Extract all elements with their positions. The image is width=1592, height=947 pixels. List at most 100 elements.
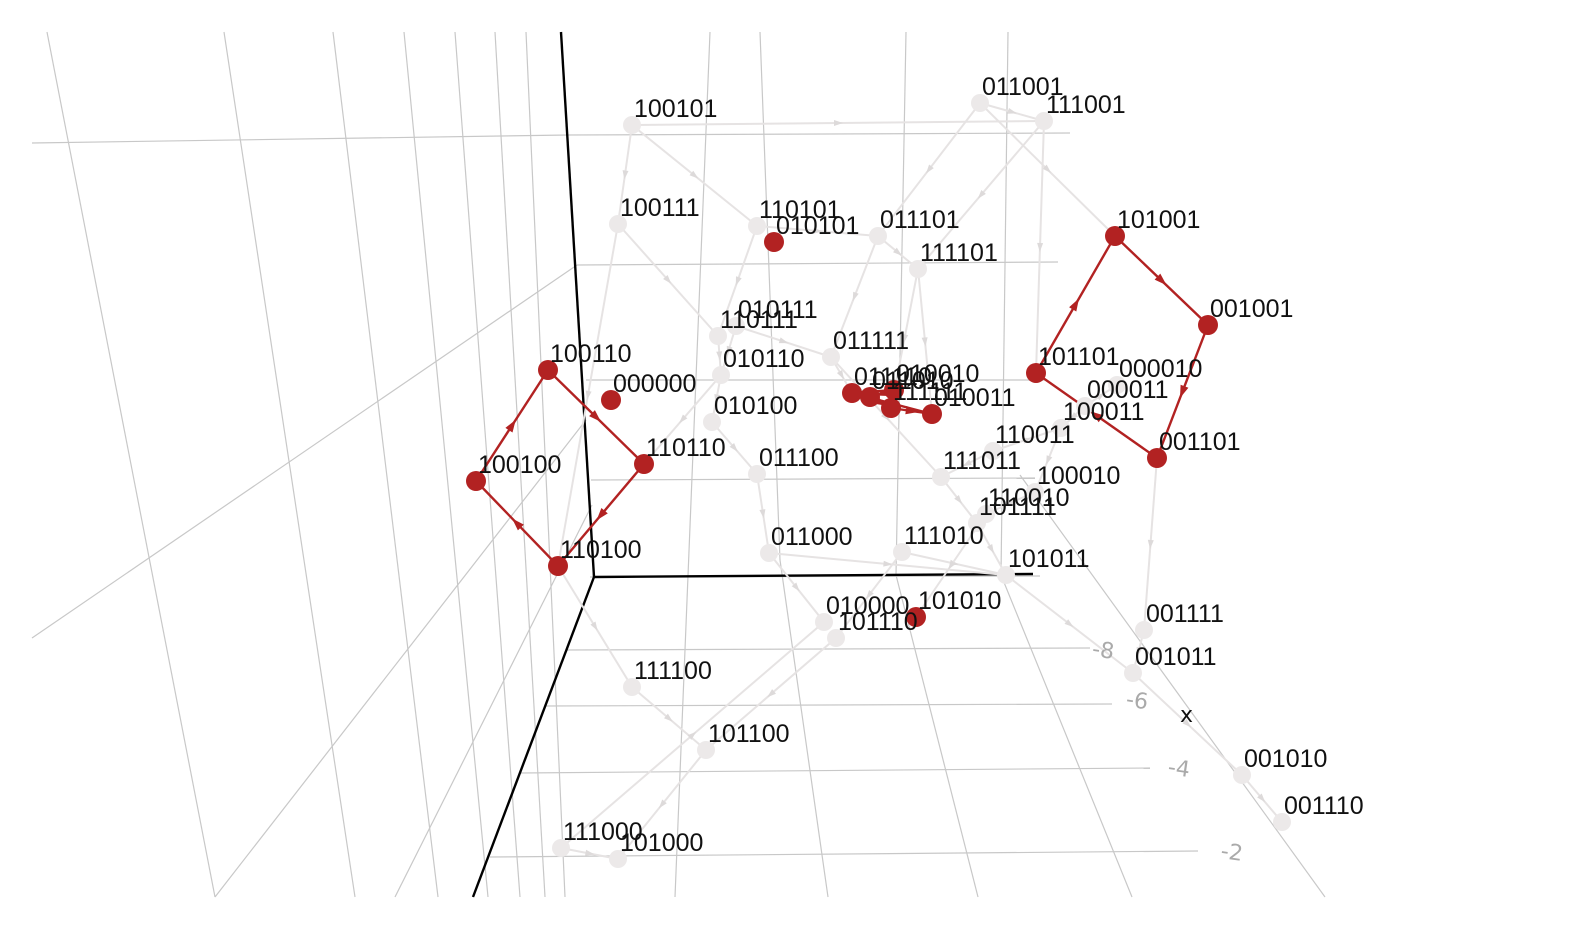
state-label: 001101: [1159, 428, 1241, 456]
attractor-state-node: [601, 390, 621, 410]
state-label: 110100: [560, 536, 642, 564]
state-node: [552, 839, 570, 857]
grid-line: [223, 31, 356, 898]
state-node: [893, 543, 911, 561]
transition-edges: [474, 102, 1283, 860]
state-label: 100011: [1063, 398, 1145, 426]
grid-line: [31, 134, 569, 144]
state-node: [623, 678, 641, 696]
state-node: [697, 741, 715, 759]
state-node: [815, 613, 833, 631]
attractor-edge-arrow: [596, 508, 608, 521]
attractor-edge-arrow: [505, 419, 516, 433]
grid-line: [895, 574, 979, 898]
attractor-state-node: [906, 607, 926, 627]
state-node: [1076, 397, 1094, 415]
transition-edge-arrow: [716, 351, 723, 361]
axis-ticks: -8 -6 -4 -2 x: [1091, 637, 1245, 867]
perspective-grid: [31, 31, 1326, 898]
state-label: 111000: [563, 818, 643, 846]
state-node: [712, 366, 730, 384]
transition-edge-arrow: [658, 799, 667, 809]
grid-line: [590, 477, 1036, 481]
state-label: 100101: [634, 95, 717, 123]
state-node: [760, 544, 778, 562]
grid-line: [779, 559, 829, 898]
state-node: [1124, 664, 1142, 682]
state-label: 011001: [982, 73, 1064, 101]
transition-edge-arrow: [893, 247, 902, 256]
attractor-edge-arrow: [589, 410, 601, 422]
transition-edge-arrow: [679, 414, 688, 424]
transition-edge-arrow: [1069, 412, 1078, 421]
state-node: [932, 468, 950, 486]
transition-edge-arrow: [622, 170, 629, 180]
attractor-state-node: [548, 556, 568, 576]
state-node: [1273, 813, 1291, 831]
grid-line: [576, 261, 1059, 266]
transition-edge-arrow: [664, 713, 673, 722]
grid-line: [489, 850, 1199, 858]
transition-edge-arrow: [778, 337, 789, 344]
grid-line: [1000, 31, 1009, 576]
grid-line: [759, 31, 781, 561]
grid-line: [494, 31, 546, 898]
state-node: [609, 215, 627, 233]
grid-line: [525, 31, 566, 898]
transition-edge-arrow: [883, 560, 893, 567]
transition-edge-arrow: [834, 120, 843, 126]
transition-edge-arrow: [954, 495, 963, 504]
state-label: 101001: [1117, 206, 1200, 234]
transition-edge-arrow: [852, 291, 859, 302]
transition-edge-arrow: [729, 443, 738, 452]
state-label: 110111: [720, 306, 798, 334]
state-label: 011101: [880, 206, 960, 234]
state-label: 010100: [714, 392, 797, 420]
state-node: [1052, 419, 1070, 437]
state-label: 000011: [1087, 376, 1169, 404]
state-label: 001011: [1135, 643, 1217, 671]
grid-line: [674, 31, 711, 898]
state-label: 010111: [738, 296, 818, 324]
state-label: 100111: [620, 194, 700, 222]
attractor-state-node: [1026, 363, 1046, 383]
state-node: [1035, 112, 1053, 130]
state-label: 110101: [759, 196, 841, 224]
state-label: 111101: [920, 239, 998, 267]
tick-label: -2: [1219, 839, 1244, 867]
state-node: [709, 327, 727, 345]
attractor-state-node: [842, 383, 862, 403]
attractor-state-node: [1147, 448, 1167, 468]
transition-edge-arrow: [1096, 392, 1106, 401]
tick-label: -6: [1124, 687, 1149, 715]
transition-edge-arrow: [687, 731, 697, 740]
state-label: 100110: [550, 340, 632, 368]
grid-line: [46, 31, 216, 898]
attractor-edge-arrow: [1154, 273, 1167, 286]
attractor-state-node: [922, 404, 942, 424]
state-label: 110010: [988, 484, 1070, 512]
transition-edge-arrow: [902, 334, 909, 344]
grid-line: [519, 767, 1151, 774]
grid-line: [403, 31, 489, 898]
transition-edge-arrow: [714, 394, 721, 404]
state-label: 101000: [620, 829, 703, 857]
transition-edge-arrow: [1136, 646, 1143, 657]
tick-label: -4: [1166, 755, 1191, 783]
state-label: 011111: [833, 327, 909, 355]
transition-edge-arrow: [663, 275, 672, 284]
state-node: [748, 217, 766, 235]
state-label: 010110: [723, 345, 805, 373]
state-label: 101010: [918, 587, 1001, 615]
grid-line: [332, 31, 439, 898]
transition-edge-arrow: [1257, 793, 1266, 803]
attractor-state-node: [884, 380, 904, 400]
grid-line: [567, 132, 1071, 136]
state-label: 010101: [776, 212, 859, 240]
transition-edge-arrow: [1147, 539, 1154, 549]
state-label: 011100: [759, 444, 839, 472]
state-label: 001111: [1146, 600, 1224, 628]
state-node: [727, 317, 745, 335]
state-label: 100010: [1037, 462, 1120, 490]
